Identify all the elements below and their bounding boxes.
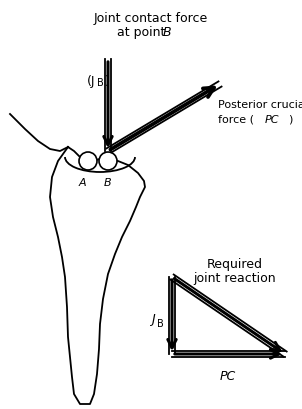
Text: PC: PC — [265, 115, 279, 125]
Circle shape — [99, 153, 117, 171]
Text: ): ) — [288, 115, 292, 125]
Text: B: B — [104, 178, 112, 188]
Text: Joint contact force: Joint contact force — [94, 12, 208, 25]
Text: B: B — [97, 78, 104, 88]
Text: at point: at point — [117, 26, 169, 39]
Text: joint reaction: joint reaction — [194, 271, 276, 284]
Text: B: B — [157, 318, 164, 328]
Text: force (: force ( — [218, 115, 254, 125]
Circle shape — [79, 153, 97, 171]
Text: J: J — [151, 313, 155, 326]
Text: PC: PC — [220, 369, 236, 382]
Text: Required: Required — [207, 257, 263, 270]
Text: Posterior cruciate: Posterior cruciate — [218, 100, 302, 110]
Text: ): ) — [105, 75, 110, 88]
Text: (J: (J — [86, 75, 95, 88]
Text: A: A — [78, 178, 86, 188]
Text: B: B — [163, 26, 171, 39]
